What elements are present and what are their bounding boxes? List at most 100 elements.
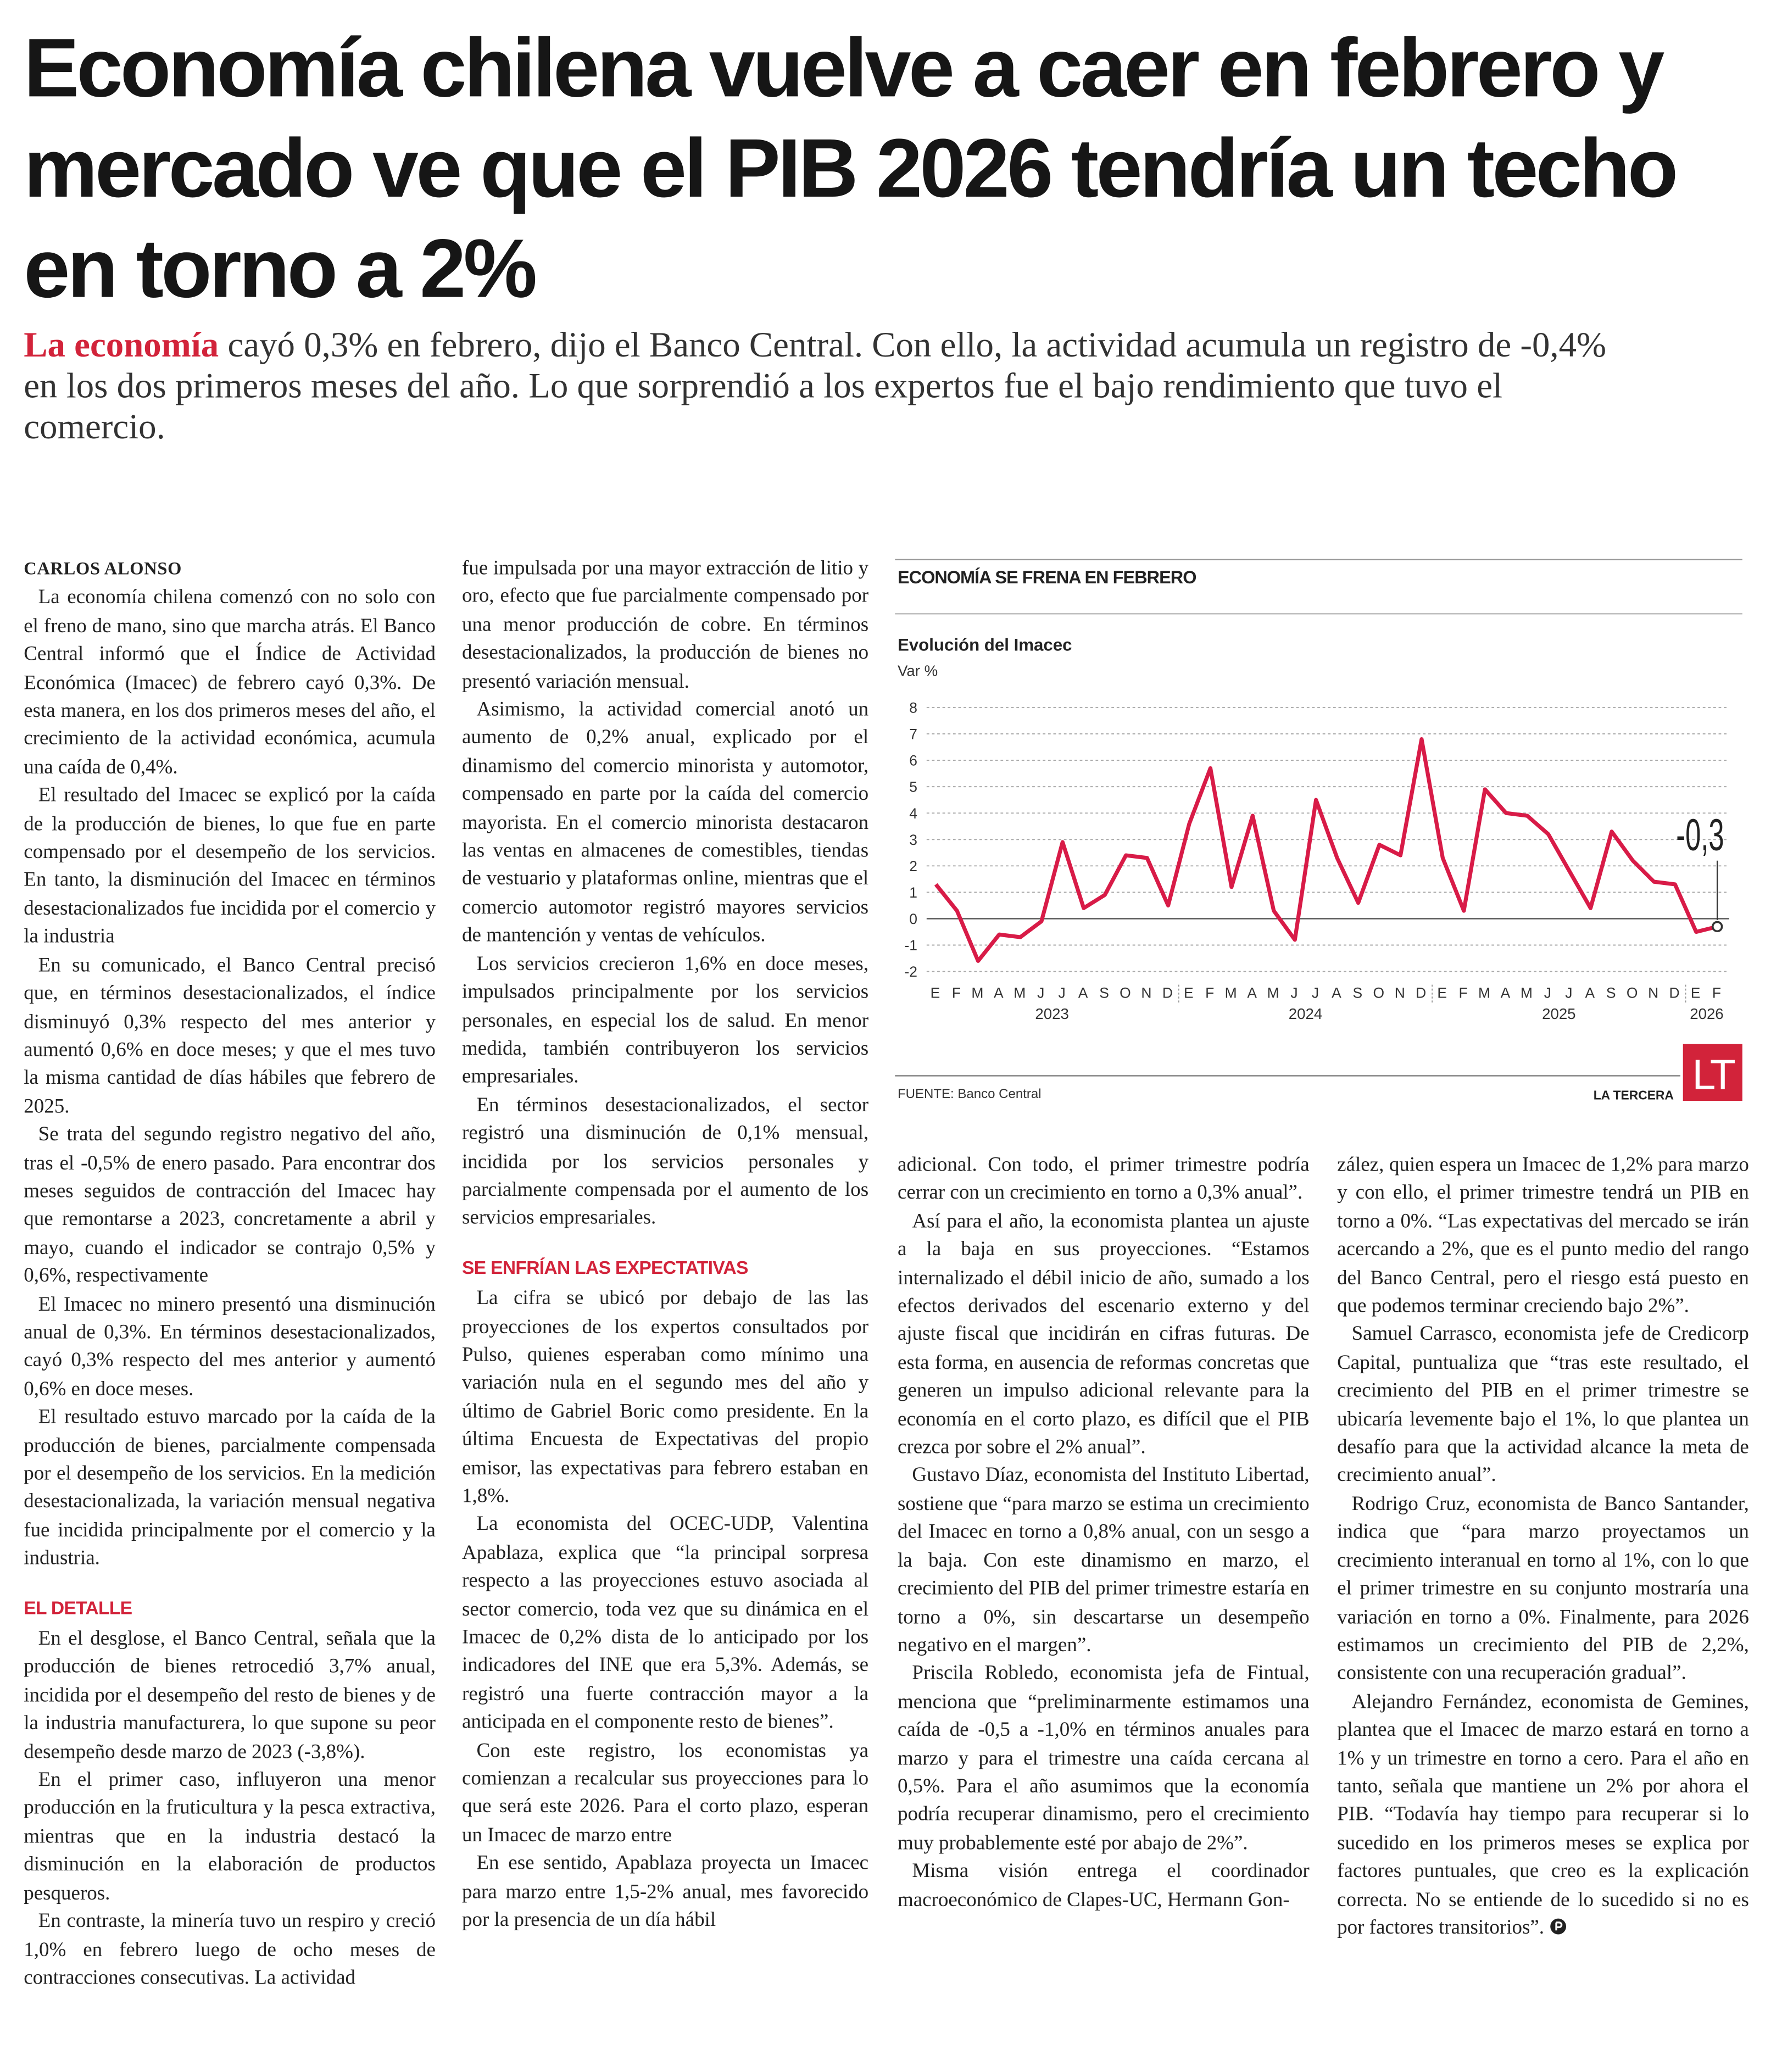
- x-tick-label: M: [1521, 985, 1534, 1001]
- x-tick-label: D: [1416, 985, 1427, 1001]
- x-tick-label: A: [1585, 985, 1596, 1001]
- x-tick-label: M: [1225, 985, 1238, 1001]
- heading: SE ENFRÍAN LAS EXPECTATIVAS: [462, 1256, 748, 1278]
- x-tick-label: F: [952, 985, 962, 1001]
- paragraph: La economista del OCEC-UDP, Valentina Ap…: [462, 1513, 869, 1734]
- x-tick-label: J: [1312, 985, 1321, 1001]
- x-tick-label: E: [1184, 985, 1195, 1001]
- column: CARLOS ALONSO La economía chilena comenzó…: [24, 554, 436, 1992]
- logo: LT: [1692, 1051, 1735, 1098]
- y-tick-label: 3: [909, 832, 917, 848]
- chart: ECONOMÍA SE FRENA EN FEBRERO Evolución d…: [895, 559, 1742, 1102]
- y-tick-label: 2: [909, 858, 917, 875]
- paragraph: En contraste, la minería tuvo un respiro…: [24, 1910, 436, 1989]
- logo-box: [1683, 1044, 1742, 1101]
- y-tick-label: 5: [909, 779, 917, 795]
- x-tick-label: O: [1120, 985, 1132, 1001]
- x-tick-label: A: [1247, 985, 1258, 1001]
- x-tick-label: S: [1606, 985, 1617, 1001]
- data-line: [934, 737, 1718, 963]
- paragraph: En el desglose, el Banco Central, señala…: [24, 1627, 436, 1763]
- x-tick-label: J: [1565, 985, 1574, 1001]
- chart-subtitle: Evolución del Imacec: [898, 636, 1072, 655]
- paragraph: El resultado del Imacec se explicó por l…: [24, 784, 436, 948]
- paragraph: En ese sentido, Apablaza proyecta un Ima…: [462, 1852, 869, 1931]
- x-tick-label: D: [1162, 985, 1174, 1001]
- x-tick-label: F: [1712, 985, 1723, 1001]
- x-tick-label: M: [1267, 985, 1280, 1001]
- paragraph: Rodrigo Cruz, economista de Banco Santan…: [1337, 1492, 1749, 1685]
- x-tick-label: M: [971, 985, 984, 1001]
- source: FUENTE: Banco Central: [898, 1087, 1042, 1101]
- paragraph: Gustavo Díaz, economista del Instituto L…: [897, 1464, 1310, 1657]
- y-tick-label: 1: [909, 884, 917, 901]
- y-tick-label: 8: [909, 700, 917, 716]
- paragraph: En su comunicado, el Banco Central preci…: [24, 954, 436, 1118]
- continuation: fue impulsada por una mayor extracción d…: [462, 557, 869, 693]
- y-tick-label: 0: [909, 911, 917, 927]
- x-tick-label: N: [1141, 985, 1152, 1001]
- x-tick-label: E: [931, 985, 942, 1001]
- x-tick-label: N: [1648, 985, 1660, 1001]
- y-tick-label: -2: [905, 963, 918, 980]
- paragraph: En términos desestacionalizados, el sect…: [462, 1094, 869, 1229]
- lead-text: cayó 0,3% en febrero, dijo el Banco Cent…: [24, 325, 1607, 447]
- paragraph: Los servicios crecieron 1,6% en doce mes…: [462, 953, 869, 1088]
- x-tick-label: A: [1501, 985, 1512, 1001]
- continuation: adicional. Con todo, el primer trimestre…: [897, 1154, 1310, 1205]
- x-tick-label: J: [1544, 985, 1553, 1001]
- lead-highlight: La economía: [24, 325, 219, 365]
- x-tick-label: F: [1459, 985, 1469, 1001]
- y-tick-label: -1: [905, 937, 918, 954]
- year-label: 2024: [1289, 1005, 1322, 1022]
- y-tick-label: 7: [909, 726, 917, 743]
- x-tick-label: M: [1013, 985, 1027, 1001]
- x-tick-label: A: [1332, 985, 1343, 1001]
- x-tick-label: O: [1627, 985, 1639, 1001]
- x-tick-label: D: [1669, 985, 1681, 1001]
- x-tick-label: N: [1395, 985, 1406, 1001]
- x-tick-label: M: [1478, 985, 1491, 1001]
- x-tick-label: A: [994, 985, 1005, 1001]
- paragraph: El resultado estuvo marcado por la caída…: [24, 1406, 436, 1570]
- paragraph: La cifra se ubicó por debajo de las las …: [462, 1287, 869, 1508]
- year-label: 2023: [1035, 1005, 1068, 1022]
- paragraph: En el primer caso, influyeron una menor …: [24, 1769, 436, 1904]
- x-tick-label: S: [1099, 985, 1110, 1001]
- paragraph: Misma visión entrega el coordinador macr…: [897, 1860, 1310, 1911]
- byline: CARLOS ALONSO: [24, 558, 182, 578]
- paragraph: La economía chilena comenzó con no solo …: [24, 586, 436, 779]
- x-tick-label: F: [1205, 985, 1216, 1001]
- data-label: -0,3: [1676, 810, 1724, 860]
- x-tick-label: E: [1437, 985, 1448, 1001]
- y-axis-label: Var %: [898, 662, 938, 679]
- heading: EL DETALLE: [24, 1596, 132, 1618]
- x-tick-label: J: [1290, 985, 1299, 1001]
- column: fue impulsada por una mayor extracción d…: [462, 554, 868, 1934]
- paragraph: Así para el año, la economista plantea u…: [897, 1210, 1310, 1459]
- paragraph: Priscila Robledo, economista jefa de Fin…: [897, 1662, 1310, 1854]
- y-tick-label: 6: [909, 753, 917, 769]
- headline: Economía chilena vuelve a caer en febrer…: [24, 22, 1678, 316]
- chart-title: ECONOMÍA SE FRENA EN FEBRERO: [898, 567, 1196, 587]
- lead: La economía cayó 0,3% en febrero, dijo e…: [24, 325, 1607, 447]
- x-tick-label: J: [1059, 985, 1067, 1001]
- column: adicional. Con todo, el primer trimestre…: [898, 1151, 1310, 1914]
- paragraph: Con este registro, los economistas ya co…: [462, 1739, 869, 1847]
- x-tick-label: O: [1373, 985, 1386, 1001]
- year-label: 2026: [1690, 1005, 1723, 1022]
- paragraph: Se trata del segundo registro negativo d…: [24, 1123, 436, 1288]
- paragraph: Samuel Carrasco, economista jefe de Cred…: [1337, 1323, 1749, 1487]
- y-tick-label: 4: [909, 805, 917, 822]
- year-label: 2025: [1542, 1005, 1575, 1022]
- x-tick-label: S: [1353, 985, 1364, 1001]
- end-mark: [1550, 1918, 1566, 1935]
- data-point: [1711, 921, 1723, 933]
- paragraph: Alejandro Fernández, economista de Gemin…: [1337, 1690, 1749, 1939]
- continuation: zález, quien espera un Imacec de 1,2% pa…: [1337, 1154, 1749, 1318]
- x-tick-label: A: [1078, 985, 1089, 1001]
- paragraph: El Imacec no minero presentó una disminu…: [24, 1293, 436, 1400]
- brand: LA TERCERA: [1594, 1088, 1674, 1102]
